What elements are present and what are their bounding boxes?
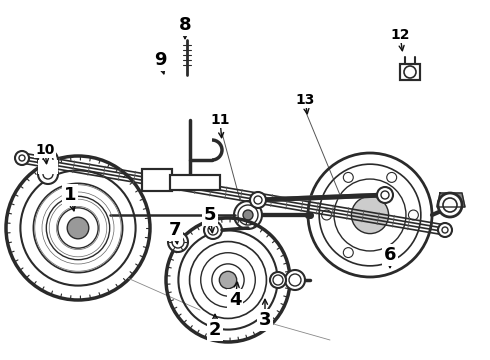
Text: 11: 11 <box>210 113 230 127</box>
Circle shape <box>250 192 266 208</box>
Text: 1: 1 <box>64 186 76 204</box>
Bar <box>170 175 220 190</box>
Text: 13: 13 <box>295 93 315 107</box>
Circle shape <box>168 232 188 252</box>
Circle shape <box>234 201 262 229</box>
Circle shape <box>15 151 29 165</box>
Text: 9: 9 <box>154 51 166 69</box>
Bar <box>400 64 420 80</box>
Text: 4: 4 <box>229 291 241 309</box>
Polygon shape <box>437 193 465 207</box>
Circle shape <box>438 193 462 217</box>
Circle shape <box>243 210 253 220</box>
Circle shape <box>270 272 286 288</box>
Circle shape <box>438 223 452 237</box>
Bar <box>143 169 172 191</box>
Bar <box>143 169 172 191</box>
Text: 2: 2 <box>209 321 221 339</box>
Circle shape <box>285 270 305 290</box>
Bar <box>170 175 220 190</box>
Text: 3: 3 <box>259 311 271 329</box>
Bar <box>38 160 58 174</box>
Circle shape <box>67 217 89 239</box>
Circle shape <box>377 187 393 203</box>
Bar <box>400 64 420 80</box>
Text: 8: 8 <box>179 16 191 34</box>
Text: 7: 7 <box>169 221 181 239</box>
Circle shape <box>38 150 58 170</box>
Text: 6: 6 <box>384 246 396 264</box>
Circle shape <box>38 164 58 184</box>
Circle shape <box>351 197 389 234</box>
Circle shape <box>204 221 222 239</box>
Text: 5: 5 <box>204 206 216 224</box>
Circle shape <box>220 271 237 289</box>
Text: 10: 10 <box>35 143 55 157</box>
Text: 12: 12 <box>390 28 410 42</box>
